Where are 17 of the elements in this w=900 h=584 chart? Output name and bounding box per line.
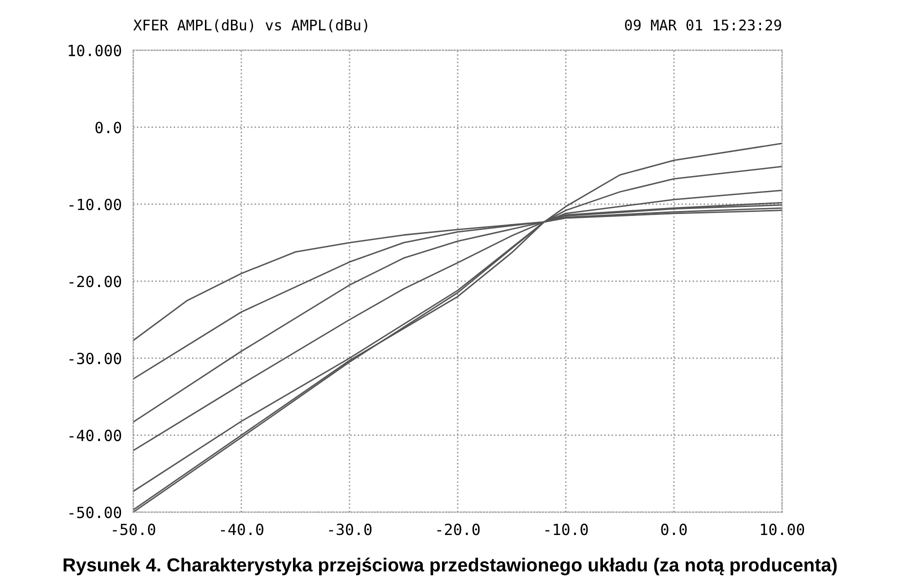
y-tick-label: -30.00 <box>70 352 122 364</box>
y-tick-label: -20.00 <box>70 276 122 288</box>
text: 09 MAR 01 15:23:29 <box>625 20 782 31</box>
y-tick-label: 10.000 <box>68 44 122 56</box>
x-tick-label: 10.00 <box>760 524 804 536</box>
text: Rysunek 4. Charakterystyka przejściowa przedstawionego układu (za notą producenta) <box>64 558 837 576</box>
chart-title: XFER AMPL(dBu) vs AMPL(dBu) <box>133 19 368 32</box>
y-tick-label: -10.00 <box>70 198 122 210</box>
y-tick-label: 0.0 <box>95 122 122 134</box>
y-tick-label: -50.00 <box>70 506 122 518</box>
x-tick-label: -10.0 <box>545 524 588 536</box>
x-tick-label: 0.0 <box>661 524 687 536</box>
x-tick-label: -40.0 <box>221 524 264 536</box>
x-tick-label: -50.0 <box>112 524 156 536</box>
x-tick-label: -20.0 <box>437 524 480 536</box>
x-tick-label: -30.0 <box>329 524 372 536</box>
y-tick-label: -40.00 <box>70 430 122 442</box>
